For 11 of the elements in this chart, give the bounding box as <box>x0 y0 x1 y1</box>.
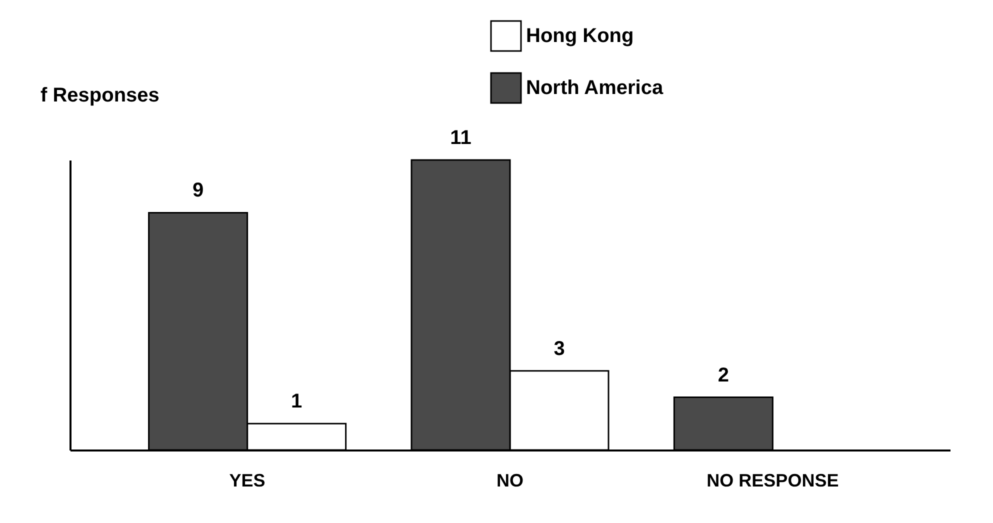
legend-label: North America <box>526 77 664 99</box>
x-tick-label: NO RESPONSE <box>706 470 839 490</box>
data-label: 9 <box>192 180 204 202</box>
y-axis-title: f Responses <box>40 84 160 106</box>
data-label: 11 <box>450 127 472 149</box>
data-label: 3 <box>554 338 565 360</box>
legend-label: Hong Kong <box>526 25 634 47</box>
data-label: 2 <box>718 364 729 386</box>
x-tick-label: NO <box>496 470 524 490</box>
x-tick-label: YES <box>229 470 266 490</box>
data-label: 1 <box>291 390 302 413</box>
